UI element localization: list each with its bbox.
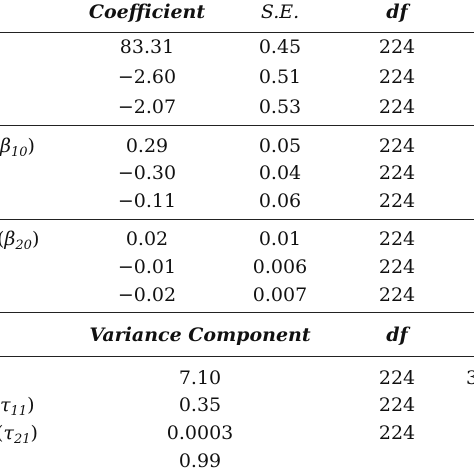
df-cell: 224 [378,66,416,88]
se-header: S.E. [260,1,300,23]
df-header: df [386,1,408,23]
se-cell: 0.45 [258,36,302,58]
coef-cell: −2.60 [117,66,177,88]
df-cell: 224 [378,284,416,306]
variance-cell: 0.99 [178,450,222,472]
variance-cell: 7.10 [178,367,222,389]
df-cell: 224 [378,394,416,416]
table-rule [0,356,474,357]
df-cell: 224 [378,422,416,444]
row-label: τ11) [0,394,35,419]
df-cell: 224 [378,367,416,389]
cut-off-value: 3 [466,367,474,389]
coef-cell: 83.31 [119,36,175,58]
se-cell: 0.01 [258,228,302,250]
df-header: df [386,324,408,346]
coef-cell: −2.07 [117,96,177,118]
df-cell: 224 [378,135,416,157]
se-cell: 0.05 [258,135,302,157]
df-cell: 224 [378,228,416,250]
variance-cell: 0.0003 [166,422,234,444]
coef-cell: 0.29 [125,135,169,157]
coef-cell: 0.02 [125,228,169,250]
se-cell: 0.007 [252,284,308,306]
df-cell: 224 [378,96,416,118]
se-cell: 0.006 [252,256,308,278]
row-label: β10) [0,135,35,160]
df-cell: 224 [378,162,416,184]
table-rule [0,312,474,313]
se-cell: 0.51 [258,66,302,88]
se-cell: 0.53 [258,96,302,118]
table-rule [0,219,474,220]
coef-cell: −0.01 [117,256,177,278]
se-cell: 0.06 [258,190,302,212]
row-label: (τ21) [0,422,38,447]
coef-cell: −0.30 [117,162,177,184]
table-rule [0,125,474,126]
variance-component-header: Variance Component [89,324,311,346]
se-cell: 0.04 [258,162,302,184]
df-cell: 224 [378,36,416,58]
table-rule [0,32,474,33]
df-cell: 224 [378,256,416,278]
coef-cell: −0.02 [117,284,177,306]
variance-cell: 0.35 [178,394,222,416]
row-label: (β20) [0,228,40,253]
df-cell: 224 [378,190,416,212]
coef-cell: −0.11 [117,190,177,212]
coefficient-header: Coefficient [88,1,206,23]
